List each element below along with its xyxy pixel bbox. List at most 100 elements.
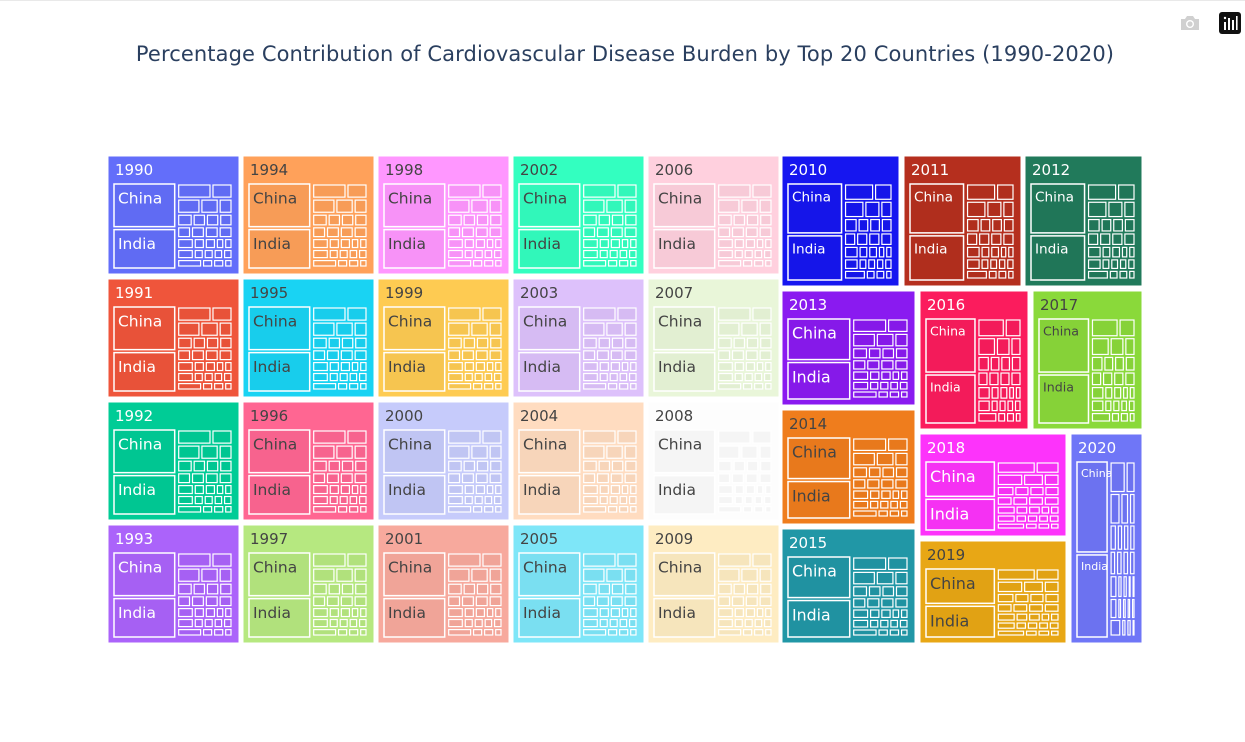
- year-tile-1993[interactable]: 1993 China India: [107, 524, 240, 644]
- tile-country: [341, 460, 354, 472]
- tile-country: [484, 628, 494, 636]
- tile-country: [759, 227, 772, 238]
- year-tile-2011[interactable]: 2011 China India: [903, 155, 1022, 287]
- tile-country: [313, 506, 337, 513]
- tile-country: [484, 383, 494, 390]
- tile-country: [628, 372, 637, 382]
- year-label: 1990: [115, 161, 153, 179]
- year-tile-1995[interactable]: 1995 China India: [242, 278, 375, 398]
- tile-country: [313, 618, 328, 628]
- year-tile-2012[interactable]: 2012 China India: [1024, 155, 1143, 287]
- label-china: China: [118, 558, 162, 576]
- tile-country: [583, 239, 598, 249]
- tile-country: [448, 583, 462, 595]
- tile-country: [718, 568, 740, 582]
- year-tile-2019[interactable]: 2019 China India: [919, 540, 1067, 644]
- label-china: China: [388, 189, 432, 207]
- tile-country: [225, 607, 232, 618]
- year-tile-2018[interactable]: 2018 China India: [919, 433, 1067, 537]
- year-tile-2017[interactable]: 2017 China India: [1032, 290, 1143, 430]
- tile-country: [978, 338, 996, 356]
- tile-country: [313, 214, 327, 226]
- tile-country: [178, 249, 193, 259]
- year-tile-2006[interactable]: 2006 China India: [647, 155, 780, 275]
- tile-country: [759, 199, 772, 213]
- year-tile-1997[interactable]: 1997 China India: [242, 524, 375, 644]
- tile-china: [113, 183, 176, 228]
- tile-country: [853, 510, 877, 517]
- year-tile-1994[interactable]: 1994 China India: [242, 155, 375, 275]
- tile-country: [868, 586, 881, 597]
- tile-country: [220, 583, 232, 595]
- camera-icon[interactable]: [1177, 12, 1203, 34]
- year-tile-2005[interactable]: 2005 China India: [512, 524, 645, 644]
- tile-country: [1125, 338, 1135, 356]
- year-tile-2007[interactable]: 2007 China India: [647, 278, 780, 398]
- year-tile-1991[interactable]: 1991 China India: [107, 278, 240, 398]
- tile-country: [463, 337, 476, 349]
- tile-country: [853, 500, 869, 509]
- tile-country: [979, 233, 990, 246]
- year-tile-2002[interactable]: 2002 China India: [512, 155, 645, 275]
- year-label: 2012: [1032, 161, 1070, 179]
- tile-country: [754, 495, 763, 505]
- tile-country: [1129, 387, 1135, 399]
- tile-country: [881, 233, 892, 246]
- tile-country: [892, 490, 900, 500]
- year-tile-2013[interactable]: 2013 China India: [781, 290, 916, 406]
- tile-country: [313, 307, 346, 321]
- year-tile-2008[interactable]: 2008 China India: [647, 401, 780, 521]
- tile-country: [214, 506, 224, 513]
- year-tile-2004[interactable]: 2004 China India: [512, 401, 645, 521]
- tile-country: [225, 260, 232, 267]
- year-tile-2000[interactable]: 2000 China India: [377, 401, 510, 521]
- tile-country: [178, 239, 193, 249]
- year-tile-1999[interactable]: 1999 China India: [377, 278, 510, 398]
- tile-country: [178, 307, 211, 321]
- tile-country: [878, 510, 888, 517]
- tile-country: [1124, 233, 1135, 246]
- tile-country: [223, 372, 232, 382]
- tile-country: [329, 372, 338, 382]
- year-tile-2015[interactable]: 2015 China India: [781, 528, 916, 644]
- year-label: 2020: [1078, 439, 1116, 457]
- plotly-logo-icon[interactable]: [1217, 12, 1243, 34]
- year-tile-2001[interactable]: 2001 China India: [377, 524, 510, 644]
- tile-india: [383, 228, 446, 269]
- tile-country: [1123, 576, 1127, 598]
- tile-country: [495, 607, 502, 618]
- tile-country: [868, 259, 876, 270]
- tile-country: [313, 337, 327, 349]
- tile-country: [448, 628, 472, 636]
- tile-country: [630, 239, 637, 249]
- tile-country: [853, 348, 868, 359]
- tile-country: [448, 227, 461, 238]
- tile-country: [1044, 497, 1059, 505]
- tile-country: [448, 485, 463, 495]
- tile-country: [610, 239, 621, 249]
- tile-country: [966, 259, 980, 270]
- tile-country: [741, 322, 758, 336]
- year-tile-2016[interactable]: 2016 China India: [919, 290, 1029, 430]
- tile-country: [998, 413, 1006, 422]
- year-tile-1998[interactable]: 1998 China India: [377, 155, 510, 275]
- tile-country: [205, 485, 216, 495]
- year-tile-1996[interactable]: 1996 China India: [242, 401, 375, 521]
- year-tile-2010[interactable]: 2010 China India: [781, 155, 900, 287]
- tile-country: [205, 473, 218, 484]
- label-india: India: [388, 235, 426, 253]
- year-tile-2009[interactable]: 2009 China India: [647, 524, 780, 644]
- label-india: India: [253, 235, 291, 253]
- year-label: 2014: [789, 415, 827, 433]
- tile-country: [1111, 413, 1120, 422]
- year-tile-2003[interactable]: 2003 China India: [512, 278, 645, 398]
- tile-country: [1091, 387, 1104, 399]
- year-tile-2020[interactable]: 2020 China India: [1070, 433, 1143, 644]
- year-tile-1992[interactable]: 1992 China India: [107, 401, 240, 521]
- tile-country: [889, 629, 900, 636]
- year-tile-2014[interactable]: 2014 China India: [781, 409, 916, 525]
- tile-country: [759, 322, 772, 336]
- year-tile-1990[interactable]: 1990 China India: [107, 155, 240, 275]
- tile-country: [867, 598, 880, 608]
- tile-country: [340, 239, 351, 249]
